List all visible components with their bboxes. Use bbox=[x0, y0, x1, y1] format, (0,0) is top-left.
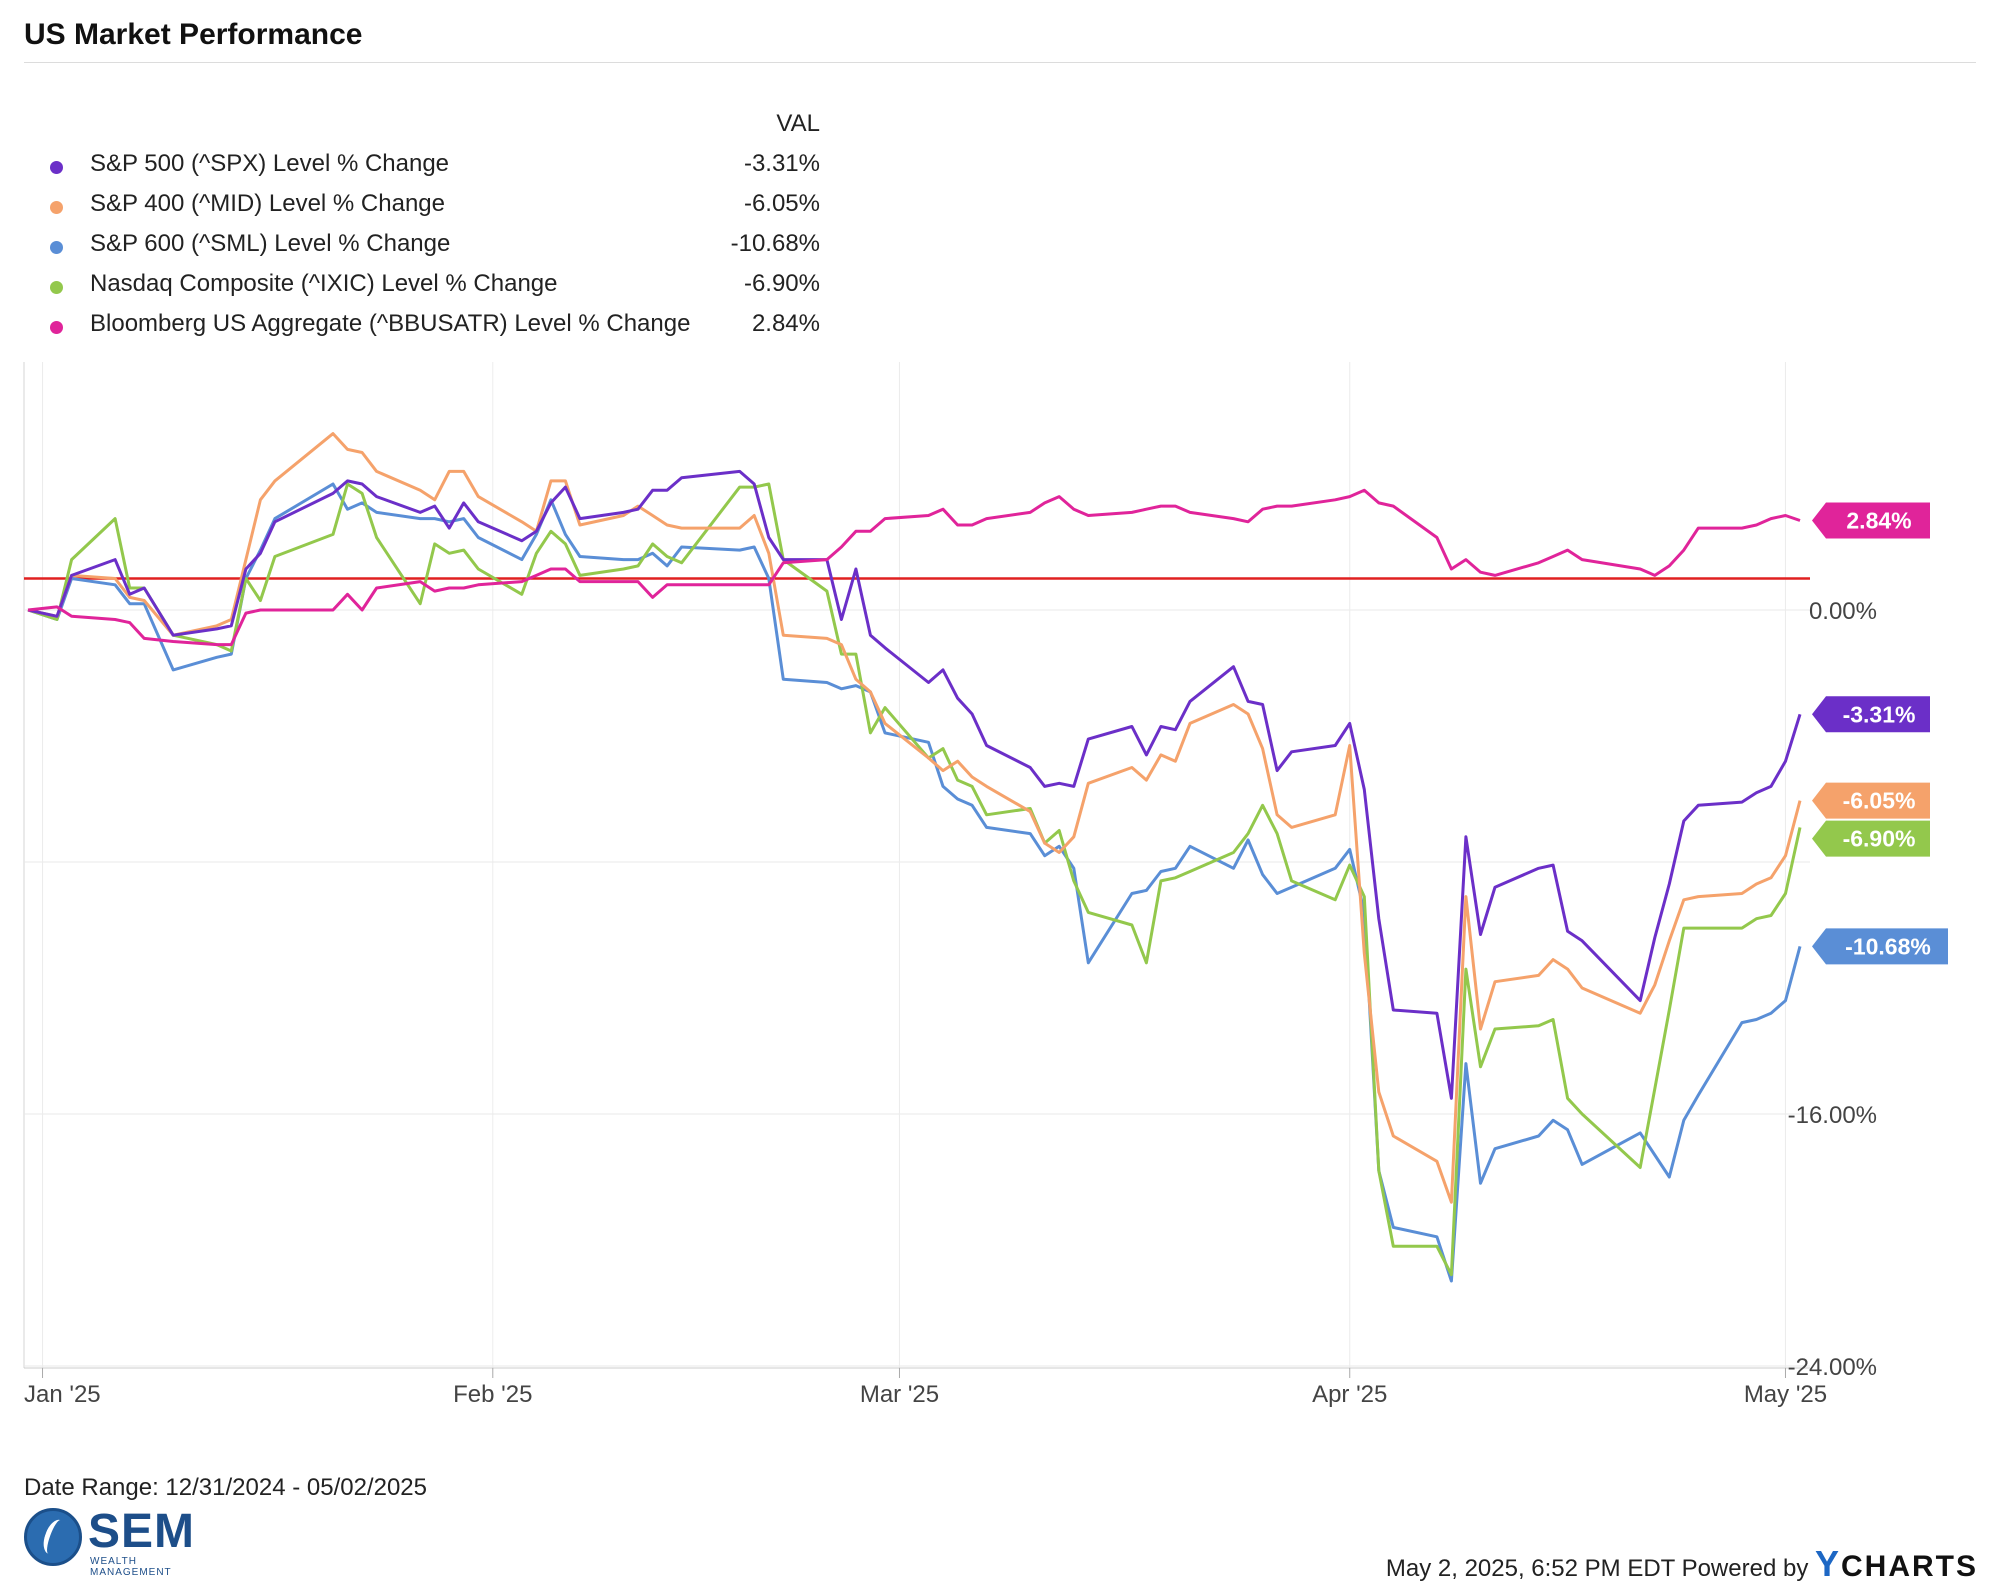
sem-logo: SEM WEALTH MANAGEMENT bbox=[24, 1505, 214, 1578]
legend-item-label: Nasdaq Composite (^IXIC) Level % Change bbox=[90, 270, 558, 297]
x-tick-label: Feb '25 bbox=[453, 1381, 532, 1408]
x-tick-label: Apr '25 bbox=[1312, 1381, 1387, 1408]
legend-marker bbox=[50, 201, 63, 214]
y-tick-label: 0.00% bbox=[1809, 598, 1877, 625]
series-lines bbox=[27, 432, 1802, 1283]
end-label-flag bbox=[1812, 696, 1930, 733]
end-label-text: 2.84% bbox=[1846, 508, 1911, 534]
legend-item-mid[interactable]: S&P 400 (^MID) Level % Change -6.05% bbox=[50, 190, 820, 226]
legend-marker bbox=[50, 281, 63, 294]
legend-item-value: 2.84% bbox=[751, 310, 820, 337]
legend-marker bbox=[50, 161, 63, 174]
logo-text: SEM bbox=[88, 1505, 196, 1558]
line-chart: 0.00% -16.00% -24.00% Jan '25 Feb '25 Mar '25… bbox=[23, 362, 1948, 1408]
end-label-flag bbox=[1812, 502, 1930, 539]
legend-item-bbusatr[interactable]: Bloomberg US Aggregate (^BBUSATR) Level … bbox=[50, 310, 820, 346]
end-label-text: -6.05% bbox=[1843, 788, 1916, 814]
x-tick-label: May '25 bbox=[1744, 1381, 1827, 1408]
end-label-text: -10.68% bbox=[1845, 933, 1931, 959]
series-line bbox=[27, 469, 1802, 1100]
series-line bbox=[27, 488, 1801, 647]
logo-subtext: WEALTH MANAGEMENT bbox=[90, 1556, 172, 1578]
legend-marker bbox=[50, 241, 63, 254]
end-label-text: -3.31% bbox=[1843, 701, 1916, 727]
series-line bbox=[27, 482, 1802, 1283]
y-tick-label: -24.00% bbox=[1788, 1354, 1877, 1381]
legend-item-value: -6.90% bbox=[743, 270, 820, 297]
timestamp-powered-by: May 2, 2025, 6:52 PM EDT Powered by YCHA… bbox=[1386, 1543, 1978, 1585]
legend-item-label: S&P 600 (^SML) Level % Change bbox=[90, 230, 451, 257]
legend-item-value: -6.05% bbox=[743, 190, 820, 217]
sem-logo-icon bbox=[24, 1508, 82, 1566]
legend-item-spx[interactable]: S&P 500 (^SPX) Level % Change -3.31% bbox=[50, 150, 820, 186]
series-line bbox=[27, 432, 1802, 1204]
title-divider bbox=[24, 62, 1976, 63]
legend-item-label: Bloomberg US Aggregate (^BBUSATR) Level … bbox=[90, 310, 691, 337]
timestamp: May 2, 2025, 6:52 PM EDT Powered by bbox=[1385, 1555, 1809, 1582]
date-range: Date Range: 12/31/2024 - 05/02/2025 bbox=[24, 1474, 427, 1501]
end-label-flag bbox=[1812, 820, 1930, 857]
page-title: US Market Performance bbox=[24, 18, 363, 51]
legend-column-header: VAL bbox=[776, 110, 820, 137]
ycharts-logo[interactable]: YCHARTS bbox=[1814, 1543, 1978, 1584]
legend-item-label: S&P 500 (^SPX) Level % Change bbox=[90, 150, 450, 177]
legend-item-value: -10.68% bbox=[730, 230, 820, 257]
legend-item-label: S&P 400 (^MID) Level % Change bbox=[90, 190, 445, 217]
end-label-text: -6.90% bbox=[1843, 826, 1916, 852]
series-end-labels: 2.84% -3.31% -6.05% -6.90% -10.68% bbox=[1812, 502, 1948, 965]
x-tick-label: Mar '25 bbox=[860, 1381, 939, 1408]
legend-marker bbox=[50, 321, 63, 334]
series-line bbox=[27, 482, 1802, 1277]
x-tick-label: Jan '25 bbox=[24, 1381, 101, 1408]
legend-item-value: -3.31% bbox=[743, 150, 820, 177]
end-label-flag bbox=[1812, 928, 1948, 965]
end-label-flag bbox=[1812, 782, 1930, 819]
chart-axes: 0.00% -16.00% -24.00% Jan '25 Feb '25 Mar '25… bbox=[24, 598, 1877, 1408]
legend-item-ixic[interactable]: Nasdaq Composite (^IXIC) Level % Change … bbox=[50, 270, 820, 306]
y-tick-label: -16.00% bbox=[1788, 1102, 1877, 1129]
legend-item-sml[interactable]: S&P 600 (^SML) Level % Change -10.68% bbox=[50, 230, 820, 266]
